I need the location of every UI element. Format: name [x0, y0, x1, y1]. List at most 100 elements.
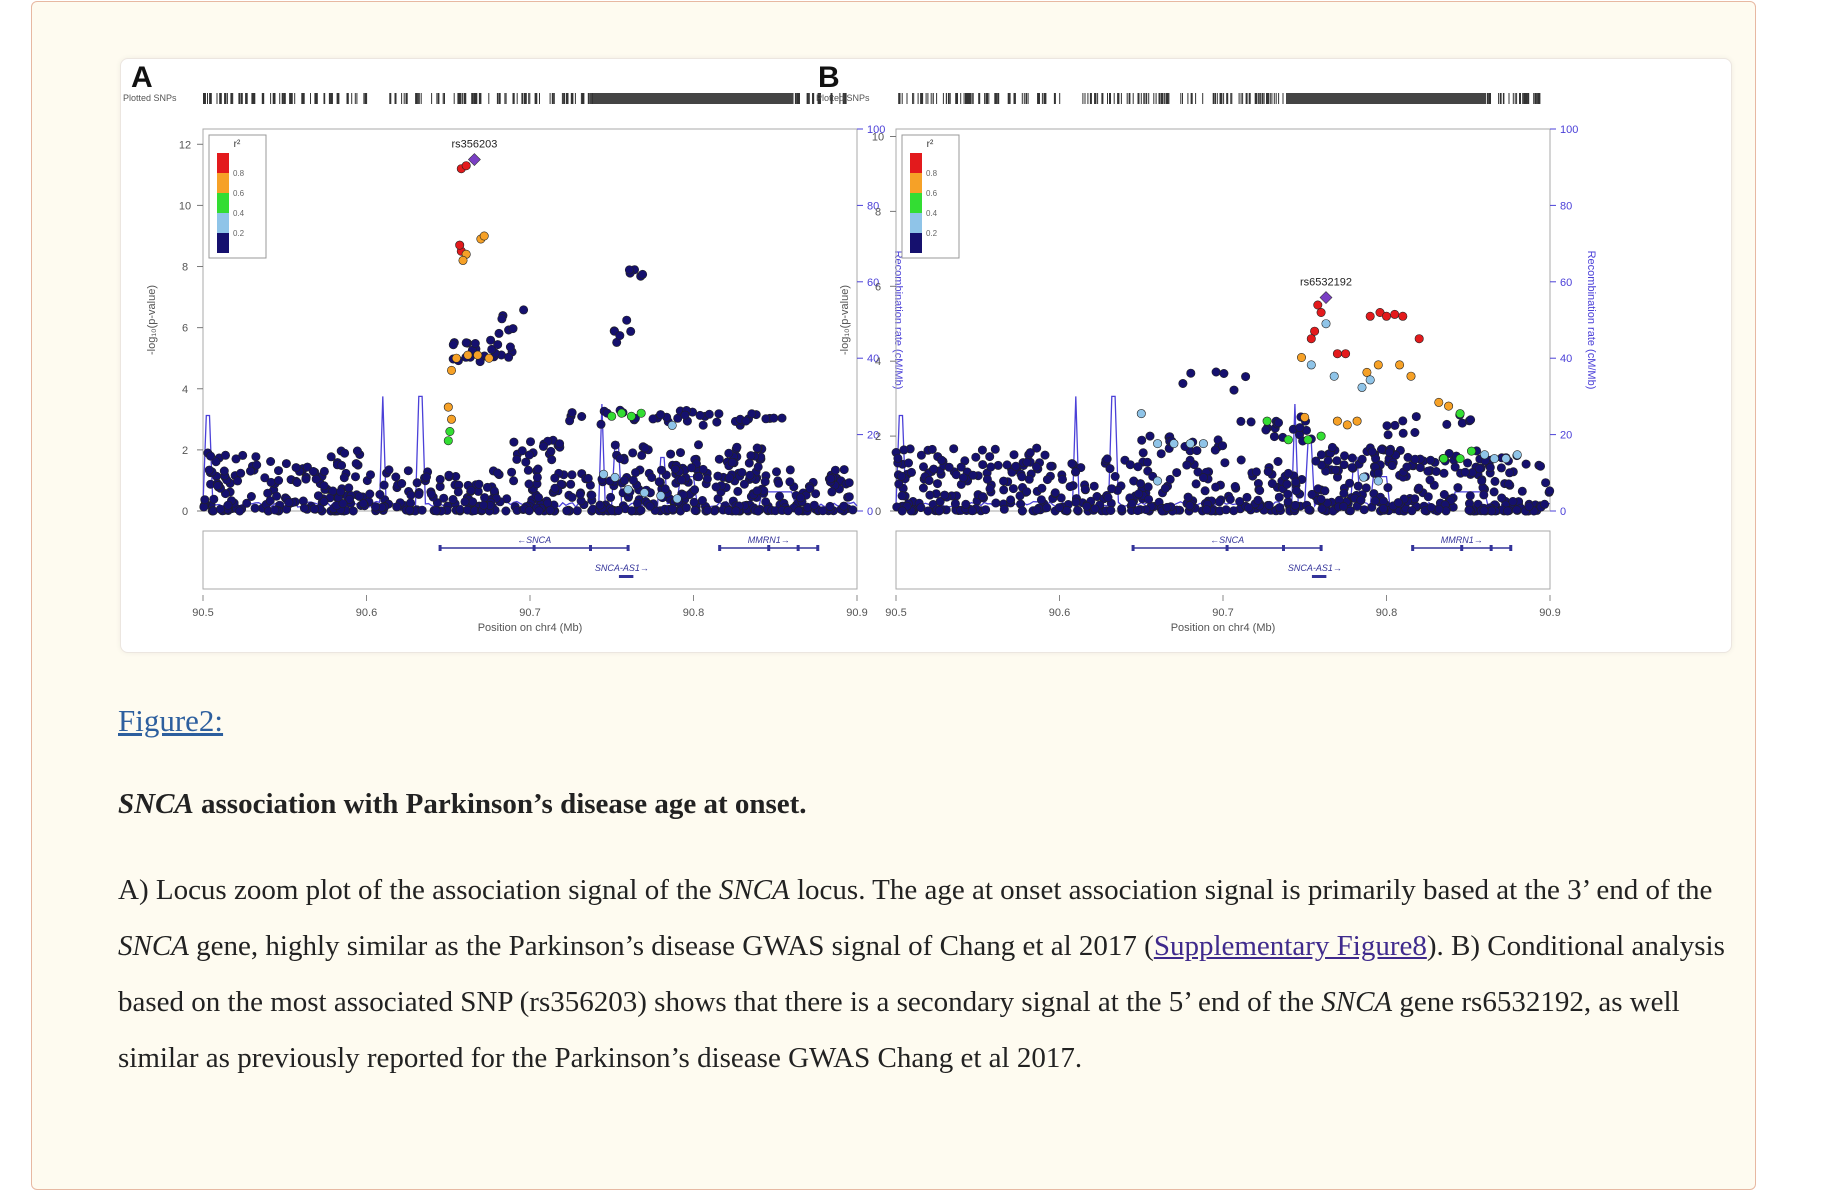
snp-point: [1425, 475, 1435, 485]
snp-point: [403, 466, 413, 476]
snp-point: [524, 479, 534, 489]
snp-point: [1242, 492, 1252, 502]
snp-point: [1434, 504, 1444, 514]
y-axis-label: -log₁₀(p-value): [839, 285, 851, 355]
snp-point: [550, 473, 560, 483]
snp-tick: [963, 93, 965, 104]
snp-tick: [1043, 93, 1045, 104]
snp-tick: [1524, 93, 1525, 104]
snp-point: [985, 452, 995, 462]
snp-point: [897, 506, 907, 516]
snp-tick: [930, 93, 932, 104]
ld-snp-point: [623, 485, 633, 495]
gene-track-frame: [895, 530, 1551, 590]
snp-point: [1036, 495, 1046, 505]
snp-point: [670, 464, 680, 474]
legend-swatch: [217, 213, 229, 233]
snp-point: [583, 473, 593, 483]
snp-point: [977, 445, 987, 455]
snp-point: [638, 269, 648, 279]
legend-swatch: [910, 213, 922, 233]
figure-image[interactable]: A Plotted SNPs 0 2 4 6 8 10 12 0 20 40 60 80 100 -log₁₀…: [120, 58, 1732, 653]
snp-point: [1032, 505, 1042, 515]
snp-point: [1382, 421, 1392, 431]
snp-point: [326, 452, 336, 462]
snp-point: [1067, 459, 1077, 469]
snp-point: [1398, 416, 1408, 426]
snp-point: [494, 328, 504, 338]
ld-snp-point: [1262, 416, 1272, 426]
figure-link[interactable]: Figure2:: [118, 703, 224, 738]
snp-point: [397, 478, 407, 488]
snp-point: [233, 476, 243, 486]
snp-tick: [347, 93, 349, 104]
snp-point: [1345, 478, 1355, 488]
snp-tick: [968, 93, 969, 104]
snp-point: [509, 476, 519, 486]
snp-point: [1304, 505, 1314, 515]
snp-point: [1134, 489, 1144, 499]
ld-snp-point: [463, 350, 473, 360]
snp-tick: [279, 93, 281, 104]
y-tick-label: 0: [875, 506, 881, 518]
y2-tick-label: 20: [867, 430, 879, 442]
snp-tick: [1519, 93, 1521, 104]
snp-point: [1192, 446, 1202, 456]
snp-tick: [1087, 93, 1089, 104]
snp-point: [567, 492, 577, 502]
snp-point: [260, 473, 270, 483]
snp-point: [474, 479, 484, 489]
caption-text-2: locus. The age at onset association sign…: [789, 874, 1713, 906]
ld-snp-point: [1352, 416, 1362, 426]
snp-point: [1040, 450, 1050, 460]
snp-point: [211, 457, 221, 467]
snp-point: [1142, 457, 1152, 467]
snp-point: [1042, 503, 1052, 513]
exon-mark: [1281, 545, 1285, 551]
gene-label: ←SNCA: [517, 535, 551, 545]
snp-point: [752, 443, 762, 453]
snp-point: [1316, 450, 1326, 460]
snp-tick: [438, 93, 440, 104]
ld-snp-point: [1398, 311, 1408, 321]
ld-snp-point: [461, 161, 471, 171]
snp-point: [713, 471, 723, 481]
snp-point: [1054, 503, 1064, 513]
snp-tick: [1190, 93, 1192, 104]
snp-point: [587, 490, 597, 500]
snp-point: [680, 410, 690, 420]
snp-tick: [1165, 93, 1168, 104]
snp-point: [338, 499, 348, 509]
snp-point: [1263, 467, 1273, 477]
snp-tick: [1140, 93, 1142, 104]
snp-point: [236, 468, 246, 478]
snp-point: [761, 414, 771, 424]
snp-tick: [561, 93, 563, 104]
snp-tick: [1146, 93, 1147, 104]
snp-tick: [207, 93, 208, 104]
snp-tick: [844, 93, 847, 104]
snp-point: [1229, 506, 1239, 516]
y2-axis-label: Recombination rate (cM/Mb): [1585, 251, 1597, 390]
caption-text-3: gene, highly similar as the Parkinson’s …: [188, 930, 1154, 962]
snp-point: [354, 491, 364, 501]
snp-point: [567, 408, 577, 418]
exon-mark: [718, 545, 722, 551]
ld-snp-point: [1329, 371, 1339, 381]
snp-point: [645, 501, 655, 511]
snp-point: [1117, 504, 1127, 514]
snp-tick: [1238, 93, 1240, 104]
snp-point: [1253, 495, 1263, 505]
snp-tick: [453, 93, 455, 104]
figure-caption: A) Locus zoom plot of the association si…: [118, 862, 1738, 1086]
ld-snp-point: [636, 408, 646, 418]
snp-tick: [310, 93, 311, 104]
exon-mark: [532, 545, 536, 551]
snp-point: [932, 479, 942, 489]
snp-tick: [1248, 93, 1251, 104]
supplementary-figure-link[interactable]: Supplementary Figure8: [1153, 930, 1427, 962]
ld-snp-point: [1480, 450, 1490, 460]
snp-point: [1450, 462, 1460, 472]
snp-point: [774, 478, 784, 488]
